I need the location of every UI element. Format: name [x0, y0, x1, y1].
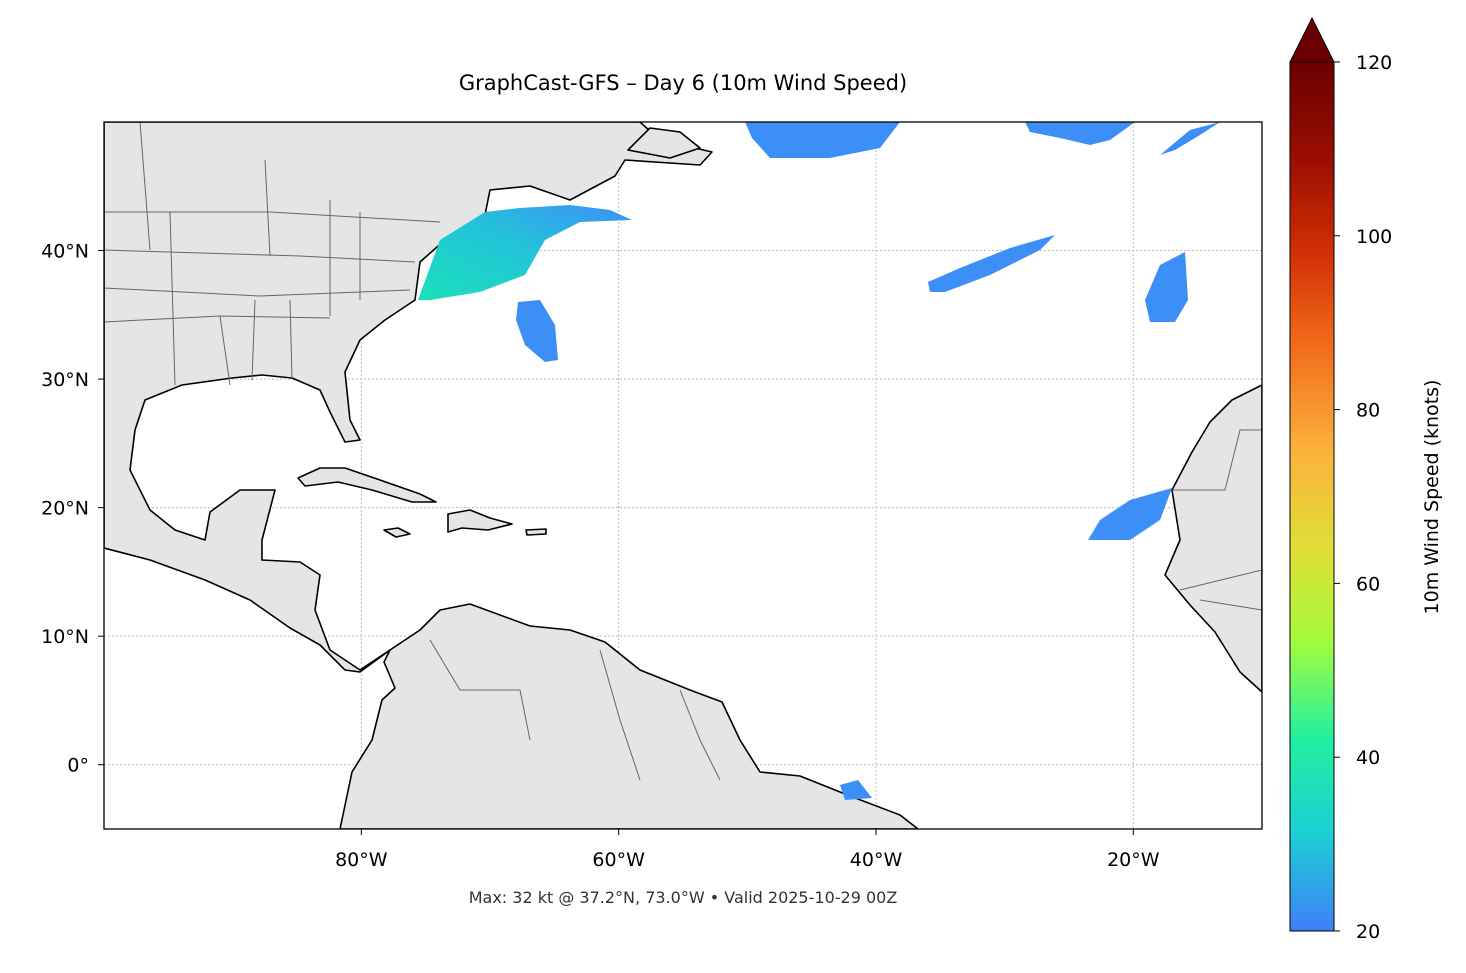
colorbar-label: 10m Wind Speed (knots)	[1421, 380, 1443, 615]
newfoundland	[627, 127, 701, 159]
wind-swath	[928, 235, 1055, 292]
north-america	[104, 122, 713, 673]
wind-swath	[418, 205, 632, 300]
wind-swath	[516, 300, 558, 362]
footer-note: Max: 32 kt @ 37.2°N, 73.0°W • Valid 2025…	[469, 888, 898, 907]
y-tick-label: 20°N	[41, 498, 89, 520]
x-tick-label: 20°W	[1107, 849, 1160, 871]
wind-swath	[1025, 122, 1135, 145]
wind-swath	[745, 122, 900, 158]
country-borders	[429, 429, 1262, 781]
colorbar-tick-label: 20	[1356, 921, 1380, 943]
colorbar-extend	[1289, 16, 1335, 63]
wind-swath	[1160, 122, 1220, 155]
jamaica	[383, 527, 411, 538]
cuba	[297, 467, 437, 503]
africa	[1164, 384, 1262, 693]
map-area	[104, 122, 1262, 829]
x-tick-label: 40°W	[850, 849, 903, 871]
axis-ticks: 80°W 60°W 40°W 20°W 0° 10°N 20°N 30°N 40°N	[41, 241, 1160, 871]
state-borders	[104, 122, 441, 386]
y-tick-label: 10°N	[41, 626, 89, 648]
y-tick-label: 30°N	[41, 369, 89, 391]
map-title: GraphCast-GFS – Day 6 (10m Wind Speed)	[459, 71, 907, 95]
colorbar	[1289, 61, 1335, 932]
wind-swath	[840, 780, 872, 800]
y-tick-label: 0°	[67, 755, 89, 777]
wind-swath	[1145, 252, 1188, 322]
x-tick-label: 60°W	[592, 849, 645, 871]
hispaniola	[447, 509, 513, 533]
colorbar-tick-label: 60	[1356, 573, 1380, 595]
x-tick-label: 80°W	[335, 849, 388, 871]
colorbar-tick-label: 120	[1356, 52, 1392, 74]
plot-frame	[103, 121, 1263, 830]
south-america	[339, 603, 919, 829]
wind-swath	[1088, 488, 1172, 540]
colorbar-tick-label: 100	[1356, 226, 1392, 248]
colorbar-tick-label: 80	[1356, 400, 1380, 422]
y-tick-label: 40°N	[41, 241, 89, 263]
colorbar-tick-label: 40	[1356, 747, 1380, 769]
puerto-rico	[525, 528, 547, 536]
